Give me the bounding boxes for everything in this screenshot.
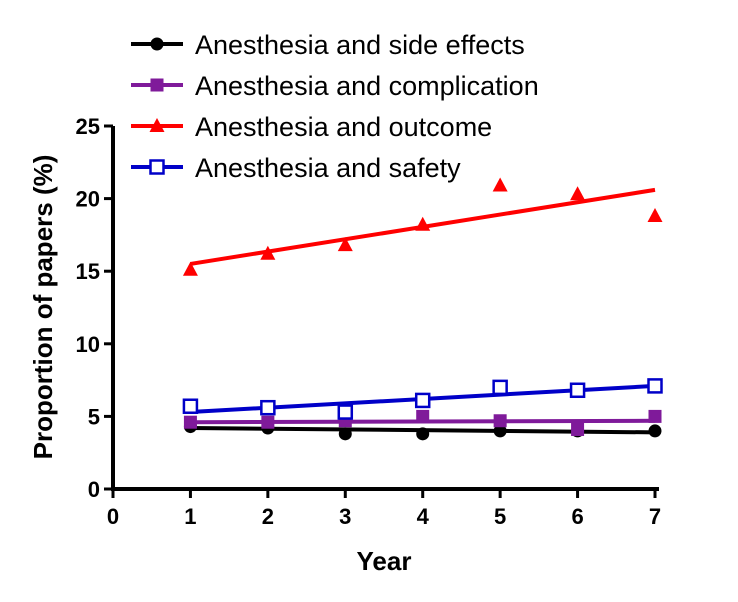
x-tick-label: 3 [339, 504, 351, 529]
y-tick-label: 5 [88, 404, 100, 429]
x-tick-label: 0 [107, 504, 119, 529]
y-tick-label: 0 [88, 477, 100, 502]
data-point [337, 237, 353, 252]
y-tick-label: 25 [76, 114, 100, 139]
data-markers [182, 177, 663, 441]
legend-label: Anesthesia and side effects [195, 30, 525, 60]
legend-label: Anesthesia and complication [195, 71, 539, 101]
data-point [569, 382, 586, 399]
data-point [648, 424, 662, 438]
data-point [493, 414, 507, 428]
data-point [416, 427, 430, 441]
data-point [648, 409, 662, 423]
data-point [493, 424, 507, 438]
x-tick-label: 5 [494, 504, 506, 529]
legend-marker [150, 37, 164, 51]
y-tick-label: 15 [76, 259, 100, 284]
data-point [261, 415, 275, 429]
data-point [571, 422, 585, 436]
x-tick-label: 2 [262, 504, 274, 529]
data-point [414, 392, 431, 409]
data-point [338, 427, 352, 441]
x-tick-label: 4 [417, 504, 430, 529]
x-tick-label: 1 [184, 504, 196, 529]
y-tick-label: 20 [76, 187, 100, 212]
x-tick-label: 6 [571, 504, 583, 529]
legend-marker [149, 159, 165, 175]
x-tick-label: 7 [649, 504, 661, 529]
data-point [182, 398, 199, 414]
legend-marker [150, 78, 164, 92]
axes: 0 5 10 15 20 25 0 1 2 3 4 5 6 7 [76, 114, 662, 529]
data-point [337, 404, 354, 420]
data-point [260, 399, 276, 416]
legend: Anesthesia and side effects Anesthesia an… [131, 30, 539, 183]
data-point [182, 261, 198, 276]
y-tick-label: 10 [76, 332, 100, 357]
data-point [415, 216, 431, 231]
data-point [647, 378, 663, 394]
data-point [492, 379, 508, 396]
data-point [647, 208, 663, 223]
data-point [260, 245, 276, 260]
axis-ticks: 0 5 10 15 20 25 0 1 2 3 4 5 6 7 [76, 114, 662, 529]
x-axis-title: Year [357, 546, 412, 576]
legend-label: Anesthesia and safety [195, 153, 461, 183]
legend-marker [149, 118, 165, 132]
legend-label: Anesthesia and outcome [195, 112, 492, 142]
data-point [492, 177, 508, 192]
data-point [570, 186, 586, 201]
data-point [416, 409, 430, 423]
y-axis-title: Proportion of papers (%) [28, 155, 58, 460]
data-point [183, 415, 197, 429]
